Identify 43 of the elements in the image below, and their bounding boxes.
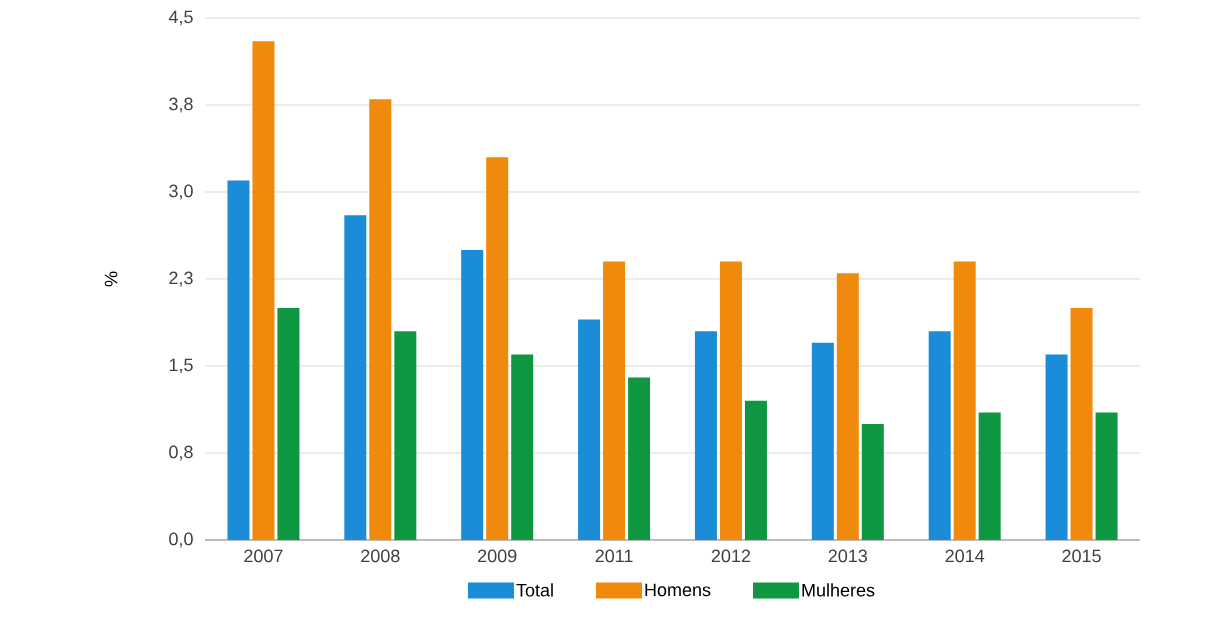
bar: [928, 331, 951, 540]
bar: [811, 342, 834, 540]
bar: [344, 215, 367, 540]
bar: [511, 354, 534, 540]
legend-label: Mulheres: [802, 583, 875, 597]
legend-label: Homens: [645, 583, 711, 597]
bar: [1070, 307, 1093, 540]
x-tick-label: 2013: [828, 549, 868, 563]
legend-label: Total: [516, 583, 553, 597]
bar: [252, 41, 275, 540]
x-tick-label: 2007: [244, 549, 283, 563]
bar: [486, 157, 509, 540]
x-tick-label: 2008: [361, 549, 400, 563]
bar: [978, 412, 1001, 540]
bar: [277, 307, 300, 540]
bar: [369, 99, 392, 540]
x-tick-label: 2012: [711, 549, 751, 563]
y-axis-title: %: [104, 271, 118, 287]
bar: [694, 331, 717, 540]
bar: [461, 249, 484, 540]
y-tick-label: 3,0: [169, 184, 193, 200]
bar: [394, 331, 417, 540]
x-tick-label: 2014: [945, 549, 985, 563]
bar: [861, 423, 884, 540]
bar: [1045, 354, 1068, 540]
bar: [953, 261, 976, 540]
bar: [836, 273, 859, 540]
bar: [227, 180, 250, 540]
y-tick-label: 0,8: [169, 445, 193, 461]
bar: [628, 377, 651, 540]
bar: [603, 261, 626, 540]
x-tick-label: 2009: [478, 549, 517, 563]
x-tick-label: 2015: [1062, 549, 1101, 563]
y-tick-label: 0,0: [169, 532, 193, 548]
y-tick-label: 3,8: [169, 97, 193, 113]
bar: [578, 319, 601, 540]
bar: [1095, 412, 1118, 540]
y-tick-label: 4,5: [168, 10, 193, 26]
x-tick-label: 2011: [595, 549, 633, 563]
y-tick-label: 1,5: [169, 358, 193, 374]
y-tick-label: 2,3: [169, 271, 193, 287]
bar: [719, 261, 742, 540]
bar: [744, 400, 767, 540]
